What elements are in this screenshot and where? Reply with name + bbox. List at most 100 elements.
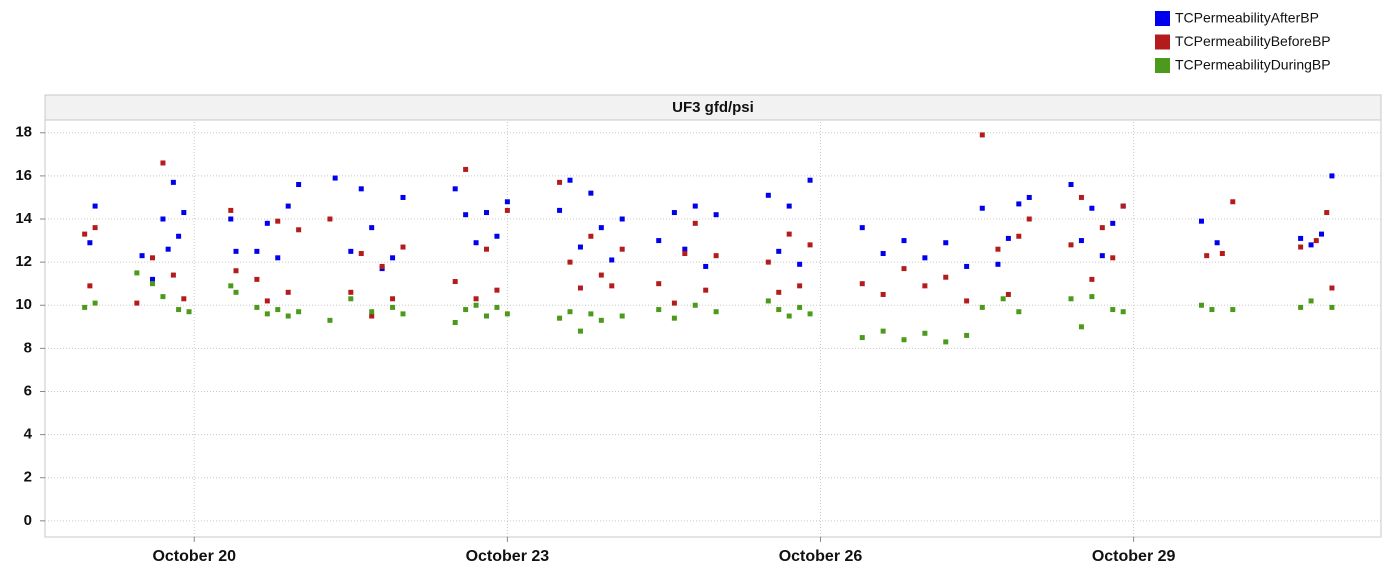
- point: [254, 276, 260, 282]
- point: [786, 231, 792, 237]
- point: [901, 337, 907, 343]
- point: [797, 304, 803, 310]
- point: [484, 210, 490, 216]
- point: [358, 186, 364, 192]
- point: [92, 300, 98, 306]
- point: [296, 309, 302, 315]
- point: [1204, 253, 1210, 259]
- legend-label: TCPermeabilityBeforeBP: [1175, 33, 1331, 49]
- point: [776, 289, 782, 295]
- point: [557, 207, 563, 213]
- point: [452, 186, 458, 192]
- point: [484, 246, 490, 252]
- point: [358, 251, 364, 257]
- point: [176, 233, 182, 239]
- point: [901, 266, 907, 272]
- legend-swatch: [1155, 34, 1170, 50]
- point: [776, 307, 782, 313]
- point: [1214, 240, 1220, 246]
- point: [452, 279, 458, 285]
- point: [504, 311, 510, 317]
- y-tick-label: 2: [24, 469, 32, 486]
- point: [1068, 242, 1074, 248]
- point: [577, 244, 583, 250]
- legend-label: TCPermeabilityDuringBP: [1175, 57, 1331, 73]
- point: [296, 182, 302, 188]
- point: [275, 307, 281, 313]
- legend-swatch: [1155, 11, 1170, 26]
- point: [1298, 235, 1304, 241]
- point: [807, 242, 813, 248]
- point: [703, 263, 709, 269]
- point: [567, 309, 573, 315]
- point: [176, 307, 182, 313]
- point: [776, 248, 782, 254]
- y-tick-label: 10: [15, 296, 32, 313]
- point: [588, 233, 594, 239]
- point: [1329, 304, 1335, 310]
- point: [170, 179, 176, 185]
- point: [979, 304, 985, 310]
- point: [1110, 307, 1116, 313]
- y-tick-label: 0: [24, 512, 32, 529]
- point: [943, 240, 949, 246]
- legend-swatch: [1155, 58, 1170, 73]
- point: [922, 330, 928, 336]
- point: [348, 289, 354, 295]
- point: [1016, 309, 1022, 315]
- point: [332, 175, 338, 181]
- point: [609, 257, 615, 263]
- point: [671, 315, 677, 321]
- point: [285, 313, 291, 319]
- point: [577, 285, 583, 291]
- point: [160, 160, 166, 166]
- point: [1078, 238, 1084, 244]
- point: [979, 132, 985, 138]
- point: [671, 210, 677, 216]
- point: [619, 313, 625, 319]
- point: [379, 263, 385, 269]
- point: [656, 281, 662, 287]
- point: [134, 270, 140, 276]
- point: [943, 274, 949, 280]
- point: [181, 210, 187, 216]
- y-tick-label: 18: [15, 124, 32, 141]
- point: [1016, 233, 1022, 239]
- point: [1308, 242, 1314, 248]
- point: [275, 218, 281, 224]
- point: [473, 302, 479, 308]
- point: [228, 216, 234, 222]
- point: [786, 203, 792, 209]
- point: [964, 263, 970, 269]
- point: [390, 304, 396, 310]
- point: [859, 281, 865, 287]
- point: [1110, 255, 1116, 261]
- point: [264, 220, 270, 226]
- point: [995, 261, 1001, 267]
- point: [1230, 199, 1236, 205]
- point: [1324, 210, 1330, 216]
- point: [285, 203, 291, 209]
- point: [452, 319, 458, 325]
- point: [327, 216, 333, 222]
- point: [1230, 307, 1236, 313]
- point: [228, 207, 234, 213]
- point: [588, 190, 594, 196]
- point: [87, 240, 93, 246]
- point: [995, 246, 1001, 252]
- point: [504, 207, 510, 213]
- point: [859, 335, 865, 341]
- point: [713, 212, 719, 218]
- x-tick-label: October 23: [466, 548, 550, 565]
- point: [484, 313, 490, 319]
- point: [1089, 205, 1095, 211]
- point: [598, 317, 604, 323]
- y-tick-label: 16: [15, 167, 32, 184]
- point: [186, 309, 192, 315]
- point: [390, 255, 396, 261]
- point: [254, 248, 260, 254]
- point: [296, 227, 302, 233]
- point: [139, 253, 145, 259]
- point: [692, 203, 698, 209]
- point: [285, 289, 291, 295]
